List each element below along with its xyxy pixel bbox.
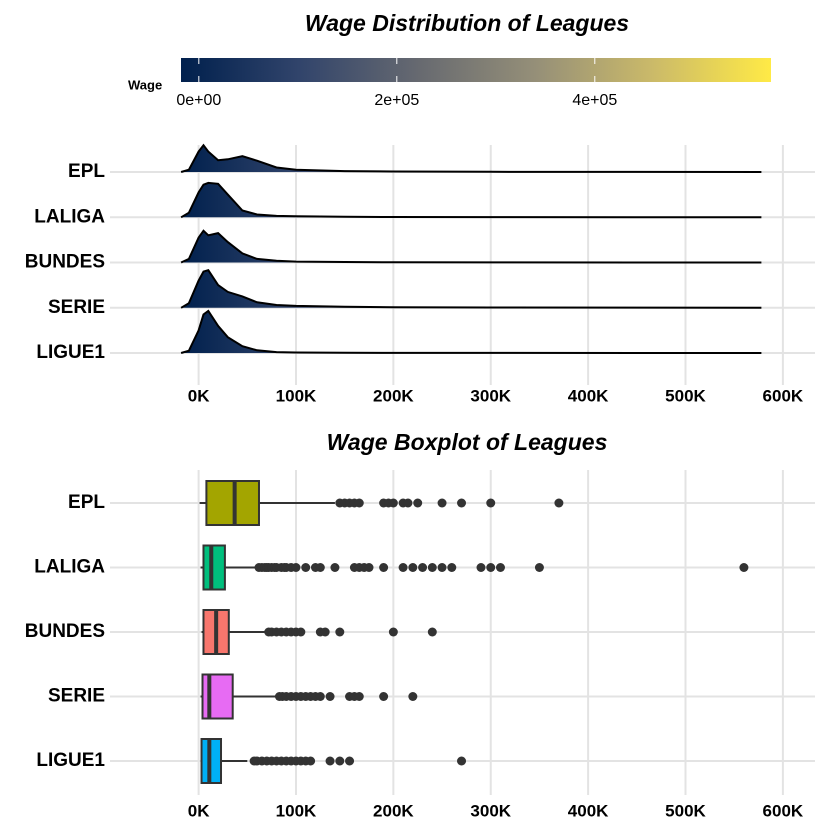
y-category-label: EPL	[68, 492, 105, 513]
outlier	[495, 563, 505, 572]
ridge	[180, 143, 762, 173]
legend-tick-label: 2e+05	[374, 92, 419, 109]
x-tick-label: 600K	[763, 801, 804, 820]
outlier	[403, 498, 413, 508]
x-tick-label: 100K	[276, 801, 317, 820]
y-category-label: LALIGA	[34, 557, 105, 578]
outlier	[534, 563, 544, 572]
outlier	[364, 563, 374, 572]
y-category-label: LALIGA	[34, 206, 105, 227]
x-tick-label: 0K	[188, 801, 210, 820]
y-category-label: SERIE	[48, 297, 105, 318]
outlier	[315, 563, 325, 572]
outlier	[325, 756, 335, 766]
y-category-label: SERIE	[48, 686, 105, 707]
ridge	[180, 229, 762, 264]
outlier	[408, 563, 418, 572]
outlier	[739, 563, 749, 572]
x-tick-label: 300K	[470, 386, 511, 405]
outlier	[379, 563, 389, 572]
legend-title: Wage	[128, 77, 162, 92]
outlier	[457, 498, 467, 508]
x-tick-label: 200K	[373, 801, 414, 820]
outlier	[345, 756, 355, 766]
outlier	[457, 756, 467, 766]
outlier	[486, 498, 496, 508]
y-category-label: BUNDES	[25, 621, 105, 642]
outlier	[418, 563, 428, 572]
outlier	[554, 498, 564, 508]
chart-title: Wage Distribution of Leagues	[305, 10, 629, 36]
outlier	[306, 756, 316, 766]
outlier	[398, 563, 408, 572]
x-tick-label: 600K	[763, 386, 804, 405]
outlier	[427, 563, 437, 572]
x-tick-label: 300K	[470, 801, 511, 820]
outlier	[413, 498, 423, 508]
outlier	[330, 563, 340, 572]
outlier	[388, 498, 398, 508]
outlier	[296, 627, 306, 637]
outlier	[335, 756, 345, 766]
x-tick-label: 400K	[568, 801, 609, 820]
x-tick-label: 200K	[373, 386, 414, 405]
outlier	[437, 563, 447, 572]
ridge	[180, 269, 762, 309]
outlier	[325, 692, 335, 701]
outlier	[354, 692, 364, 701]
x-tick-label: 400K	[568, 386, 609, 405]
y-category-label: EPL	[68, 161, 105, 182]
ridge	[180, 181, 762, 219]
outlier	[320, 627, 330, 637]
box	[201, 673, 234, 720]
x-tick-label: 100K	[276, 386, 317, 405]
x-tick-label: 500K	[665, 801, 706, 820]
colorbar	[181, 58, 771, 82]
outlier	[476, 563, 486, 572]
box	[202, 544, 226, 591]
y-category-label: LIGUE1	[36, 342, 105, 363]
outlier	[408, 692, 418, 701]
outlier	[447, 563, 457, 572]
outlier	[354, 498, 364, 508]
outlier	[388, 627, 398, 637]
outlier	[486, 563, 496, 572]
outlier	[427, 627, 437, 637]
x-tick-label: 500K	[665, 386, 706, 405]
y-category-label: LIGUE1	[36, 750, 105, 771]
x-tick-label: 0K	[188, 386, 210, 405]
outlier	[291, 563, 301, 572]
legend-tick-label: 4e+05	[572, 92, 617, 109]
outlier	[301, 563, 311, 572]
legend-tick-label: 0e+00	[176, 92, 221, 109]
y-category-label: BUNDES	[25, 252, 105, 273]
chart-title: Wage Boxplot of Leagues	[327, 429, 608, 455]
outlier	[315, 692, 325, 701]
outlier	[335, 627, 345, 637]
outlier	[437, 498, 447, 508]
ridge	[180, 309, 762, 354]
outlier	[379, 692, 389, 701]
